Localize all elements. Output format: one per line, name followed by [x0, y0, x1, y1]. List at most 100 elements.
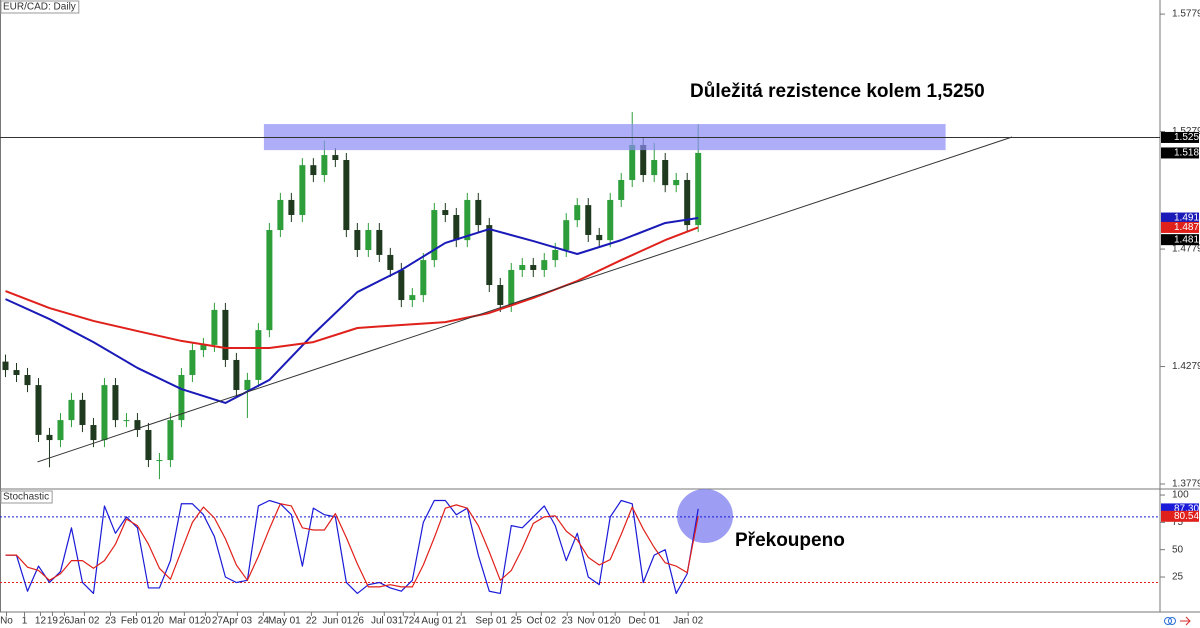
candle-body — [321, 155, 328, 176]
trend-line — [37, 136, 1013, 463]
candle-body — [343, 160, 350, 231]
candle-body — [684, 179, 691, 226]
candle-body — [673, 179, 680, 186]
x-tick-label: Dec 01 — [628, 616, 660, 627]
footer-icons — [1164, 616, 1191, 626]
candle-body — [442, 210, 449, 215]
annotation: Důležitá rezistence kolem 1,5250 — [690, 81, 985, 102]
price-label: 1.4819 — [1174, 234, 1200, 245]
candle-body — [376, 230, 383, 255]
price-label: 1.5254 — [1174, 132, 1200, 143]
candle-body — [585, 205, 592, 235]
price-label: 80.54 — [1174, 511, 1199, 522]
y-tick-label: 1.4779 — [1172, 244, 1200, 255]
candle-body — [68, 399, 75, 421]
candle-body — [497, 284, 504, 305]
x-tick-label: 20 — [153, 616, 165, 627]
candle-body — [651, 160, 658, 176]
candle-body — [79, 399, 86, 426]
candle-body — [409, 295, 416, 301]
series-line — [5, 503, 699, 588]
candle-body — [244, 379, 251, 391]
candle-body — [24, 374, 31, 386]
x-tick-label: Sep 01 — [475, 616, 507, 627]
candle-body — [178, 374, 185, 421]
y-tick-label: 75 — [1172, 517, 1184, 528]
panel-title: EUR/CAD: Daily — [3, 2, 76, 13]
panel-title: Stochastic — [3, 492, 49, 503]
candle-body — [299, 165, 306, 215]
highlight-circle — [677, 489, 733, 543]
candle-body — [266, 230, 273, 331]
y-tick-label: 1.5279 — [1172, 126, 1200, 137]
candle-body — [420, 260, 427, 296]
price-label-box — [1161, 503, 1199, 515]
panel-title-box — [0, 0, 80, 14]
x-tick-label: Feb 01 — [121, 616, 153, 627]
annotation: Překoupeno — [735, 530, 845, 551]
candle-body — [13, 370, 20, 375]
x-tick-label: 20 — [610, 616, 622, 627]
candle-body — [486, 225, 493, 285]
candle-body — [398, 269, 405, 301]
x-tick-label: Jul 03 — [371, 616, 398, 627]
candle-body — [574, 205, 581, 221]
candle-body — [629, 144, 636, 180]
x-tick-label: Jun 01 — [322, 616, 352, 627]
price-label: 1.5188 — [1174, 148, 1200, 159]
candle-body — [519, 265, 526, 270]
x-tick-label: 17 — [398, 616, 410, 627]
candle-body — [222, 309, 229, 360]
candle-body — [288, 199, 295, 215]
candle-body — [167, 420, 174, 461]
candle-body — [35, 385, 42, 435]
price-label-box — [1161, 234, 1199, 246]
price-label-box — [1161, 147, 1199, 159]
x-tick-label: Mar 01 — [169, 616, 201, 627]
x-tick-label: May 01 — [268, 616, 301, 627]
candle-body — [431, 210, 438, 261]
icon — [1168, 617, 1176, 625]
x-tick-label: 27 — [212, 616, 224, 627]
candle-body — [662, 160, 669, 186]
candle-body — [508, 269, 515, 305]
candle-body — [464, 199, 471, 241]
candle-body — [640, 144, 647, 176]
candle-body — [618, 179, 625, 200]
candle-body — [200, 344, 207, 351]
series-line — [5, 226, 699, 349]
x-tick-label: No — [0, 616, 13, 627]
price-label: 87.30 — [1174, 504, 1199, 515]
y-tick-label: 25 — [1172, 572, 1184, 583]
x-tick-label: 21 — [456, 616, 468, 627]
price-label-box — [1161, 131, 1199, 143]
x-tick-label: 22 — [306, 616, 318, 627]
x-tick-label: Jan 02 — [69, 616, 99, 627]
candle-body — [530, 265, 537, 270]
series-line — [5, 499, 699, 595]
x-tick-label: 24 — [409, 616, 421, 627]
x-tick-label: 23 — [105, 616, 117, 627]
x-tick-label: Aug 01 — [421, 616, 453, 627]
candle-body — [365, 230, 372, 250]
candle-body — [145, 429, 152, 461]
series-line — [5, 217, 699, 404]
candle-body — [189, 350, 196, 375]
icon — [1164, 617, 1172, 625]
y-tick-label: 50 — [1172, 544, 1184, 555]
candle-body — [46, 434, 53, 441]
y-tick-label: 1.5779 — [1172, 9, 1200, 20]
candle-body — [2, 361, 9, 371]
candle-body — [233, 359, 240, 391]
candle-body — [387, 254, 394, 270]
price-label-box — [1161, 221, 1199, 233]
x-tick-label: 20 — [200, 616, 212, 627]
candle-body — [101, 385, 108, 441]
candle-body — [90, 425, 97, 441]
candle-body — [211, 309, 218, 345]
candle-body — [310, 165, 317, 176]
